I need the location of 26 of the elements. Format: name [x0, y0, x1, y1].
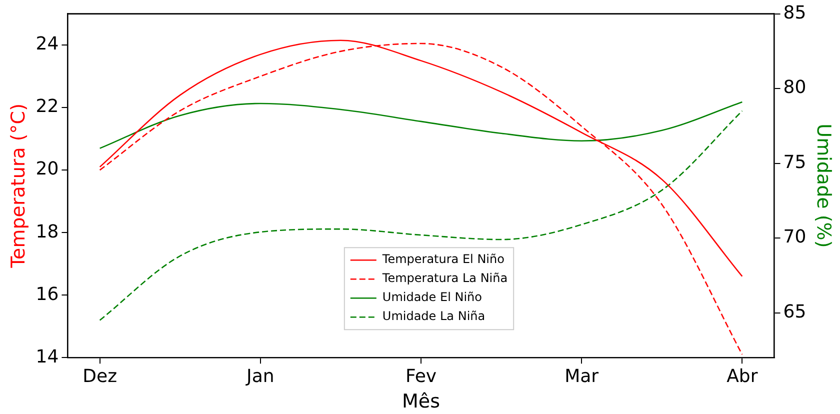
x-axis-title: Mês — [402, 390, 440, 413]
legend-label: Temperatura La Niña — [381, 271, 508, 286]
y-tick-label: 20 — [36, 158, 59, 180]
legend-label: Umidade El Niño — [382, 290, 482, 304]
y-tick-label: 22 — [36, 96, 59, 118]
y-tick-label: 24 — [36, 34, 59, 55]
y-tick-label: 18 — [36, 221, 59, 242]
x-tick-label: Dez — [82, 366, 118, 388]
y2-tick-label: 70 — [783, 226, 806, 248]
x-tick-label: Fev — [405, 366, 437, 388]
x-tick-label: Jan — [246, 366, 274, 388]
y2-axis-title: Umidade (%) — [812, 124, 835, 248]
y2-tick-label: 80 — [783, 77, 806, 98]
legend-label: Temperatura El Niño — [381, 252, 504, 266]
line-series — [99, 110, 743, 321]
y2-tick-label: 75 — [783, 152, 806, 173]
y-tick-label: 16 — [36, 284, 59, 305]
y2-tick-label: 65 — [783, 301, 806, 322]
line-series — [99, 42, 743, 356]
line-series — [99, 101, 743, 149]
x-tick-label: Abr — [726, 366, 758, 388]
x-tick-label: Mar — [564, 366, 600, 388]
y-tick-label: 14 — [36, 346, 59, 368]
y-axis-title: Temperatura (°C) — [7, 104, 30, 269]
legend-label: Umidade La Niña — [382, 309, 486, 324]
y2-tick-label: 85 — [783, 2, 806, 24]
